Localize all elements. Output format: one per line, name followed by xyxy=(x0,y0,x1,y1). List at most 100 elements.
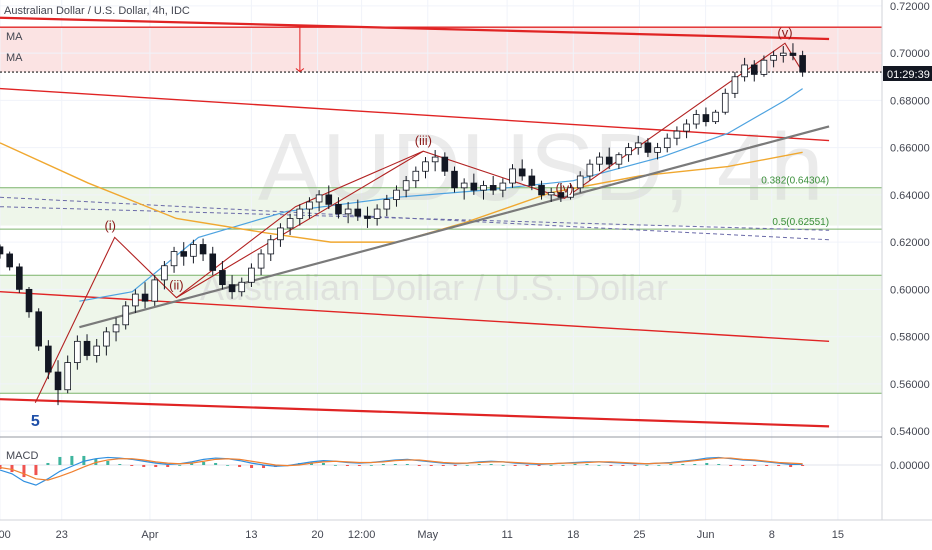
candle xyxy=(615,152,623,169)
candle xyxy=(441,152,449,176)
elliott-wave-path-2 xyxy=(176,150,424,299)
candle xyxy=(219,261,226,290)
candle xyxy=(335,197,342,219)
macd-histogram-bar xyxy=(34,465,38,476)
candle xyxy=(93,338,101,363)
macd-histogram-bar xyxy=(573,463,577,465)
candle-body xyxy=(6,253,13,268)
candle xyxy=(683,119,690,139)
macd-histogram-bar xyxy=(549,465,553,466)
macd-histogram-bar xyxy=(585,463,589,465)
candle xyxy=(306,197,313,219)
candle xyxy=(634,135,642,155)
candle-body xyxy=(170,251,178,267)
dashed-line-1 xyxy=(0,206,830,231)
price-axis: 0.72000 0.70000 0.68000 0.66000 0.64000 0.620… xyxy=(890,1,930,438)
candle xyxy=(538,180,545,200)
candle xyxy=(731,72,739,99)
candle-body xyxy=(557,192,565,198)
candle-body xyxy=(277,227,284,241)
arrow-head xyxy=(295,68,305,73)
candle xyxy=(35,308,42,351)
macd-histogram-bar xyxy=(789,465,793,468)
candle xyxy=(586,159,594,181)
price-tick-label: 0.66000 xyxy=(890,143,930,155)
grid xyxy=(0,0,882,520)
candle-body xyxy=(161,265,168,281)
candle xyxy=(103,327,110,356)
candle-body xyxy=(325,194,333,205)
macd-signal-line xyxy=(0,457,803,481)
macd-histogram-bar xyxy=(130,465,134,467)
wave-label: (iv) xyxy=(555,180,573,195)
time-tick-label: 20 xyxy=(311,529,323,541)
macd-histogram-bar xyxy=(657,465,661,466)
indicator-ma-1[interactable]: MA xyxy=(6,31,23,43)
candle xyxy=(470,173,478,195)
candle-body xyxy=(538,185,545,196)
price-tick-label: 0.62000 xyxy=(890,237,930,249)
macd-histogram-bar xyxy=(262,465,266,469)
candle-body xyxy=(0,246,4,255)
candle xyxy=(750,60,758,82)
candle-body xyxy=(267,239,275,255)
candle-body xyxy=(431,156,439,163)
candle xyxy=(789,43,797,61)
time-tick-label: May xyxy=(417,529,438,541)
indicator-ma-2[interactable]: MA xyxy=(6,52,23,64)
candle xyxy=(480,180,487,200)
macd-histogram-bar xyxy=(681,463,685,465)
candle xyxy=(625,142,632,162)
candle-body xyxy=(741,64,748,78)
candle-body xyxy=(248,267,255,283)
macd-histogram-bar xyxy=(501,465,505,466)
candle xyxy=(499,178,507,198)
macd-histogram-bar xyxy=(717,463,721,465)
candle-body xyxy=(673,130,681,139)
macd-label[interactable]: MACD xyxy=(6,450,38,462)
candle xyxy=(74,335,81,370)
candle xyxy=(248,263,255,288)
candle-body xyxy=(625,147,632,156)
macd-histogram-bar xyxy=(465,465,469,466)
macd-histogram-bar xyxy=(369,465,373,466)
candle xyxy=(547,187,555,202)
macd-histogram-bar xyxy=(154,465,158,468)
candle-body xyxy=(586,163,594,177)
candle xyxy=(286,213,294,236)
macd-histogram-bar xyxy=(345,465,349,467)
candle xyxy=(364,206,371,228)
candle xyxy=(402,175,410,198)
candle-body xyxy=(402,180,410,191)
candle-body xyxy=(219,270,226,286)
candle xyxy=(6,251,13,271)
candle-body xyxy=(364,215,371,219)
macd-histogram-bar xyxy=(669,463,673,465)
candle xyxy=(673,126,681,146)
price-tick-label: 0.56000 xyxy=(890,379,930,391)
candle-body xyxy=(518,168,526,177)
labels: 5 (i) (ii) (iii) (iv) (v) 0.382(0.64304) 0.5(0.… xyxy=(31,25,829,430)
candle-body xyxy=(238,281,246,293)
macd-histogram-bar xyxy=(645,465,649,466)
candle xyxy=(528,168,536,191)
candle-body xyxy=(45,345,52,373)
macd-histogram-bar xyxy=(226,465,230,466)
candle xyxy=(132,289,139,313)
macd-histogram-bar xyxy=(238,465,242,468)
candle-body xyxy=(692,114,700,125)
candle-body xyxy=(470,182,478,191)
macd-histogram-bar xyxy=(393,463,397,465)
candle-body xyxy=(634,142,642,149)
candle-body xyxy=(615,154,623,165)
price-tick-label: 0.58000 xyxy=(890,332,930,344)
candle xyxy=(315,190,323,212)
time-tick-label: 12:00 xyxy=(348,529,376,541)
macd-histogram-bar xyxy=(765,465,769,467)
candle xyxy=(325,185,333,210)
wave-label: (ii) xyxy=(169,277,183,292)
candle xyxy=(64,355,71,394)
time-tick-label: 5:00 xyxy=(0,529,11,541)
chart-title: Australian Dollar / U.S. Dollar, 4h, IDC xyxy=(4,5,190,17)
